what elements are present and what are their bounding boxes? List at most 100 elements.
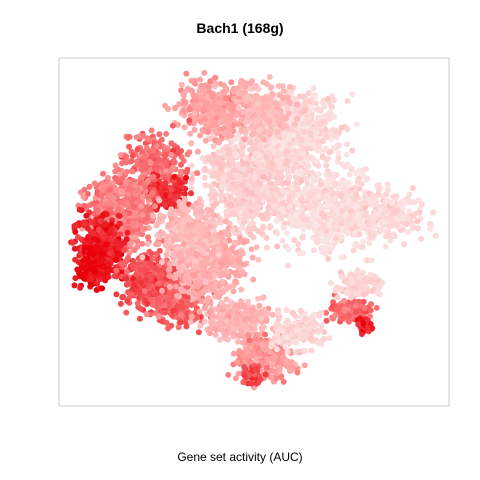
data-point: [409, 185, 416, 192]
data-point: [200, 108, 207, 115]
data-point: [326, 222, 333, 229]
data-point: [298, 177, 305, 184]
data-point: [319, 138, 326, 145]
data-point: [204, 129, 211, 135]
data-point: [264, 244, 270, 251]
data-point: [226, 284, 232, 290]
data-point: [156, 247, 163, 254]
data-point: [232, 172, 239, 179]
data-point: [353, 121, 360, 128]
data-point: [258, 161, 265, 168]
data-point: [95, 226, 102, 233]
data-point: [86, 183, 93, 190]
data-point: [210, 102, 217, 109]
plot-area-border: [58, 57, 450, 407]
data-point: [307, 98, 314, 105]
data-point: [317, 107, 324, 114]
data-point: [266, 74, 273, 80]
data-point: [151, 288, 158, 295]
data-point: [123, 275, 130, 282]
data-point: [294, 191, 301, 198]
data-point: [147, 261, 154, 267]
data-point: [213, 114, 220, 121]
data-point: [291, 237, 298, 244]
data-point: [226, 120, 233, 127]
data-point: [84, 225, 91, 232]
data-point: [81, 220, 88, 227]
data-point: [254, 188, 261, 195]
data-point: [338, 233, 345, 240]
data-point: [286, 99, 293, 105]
data-point: [105, 261, 112, 267]
data-point: [233, 98, 240, 105]
data-point: [186, 117, 193, 124]
data-point: [199, 155, 206, 162]
data-point: [256, 95, 263, 102]
data-point: [265, 175, 272, 182]
data-point: [94, 207, 101, 214]
data-point: [296, 250, 303, 257]
data-point: [77, 284, 84, 291]
data-point: [220, 161, 227, 168]
data-point: [260, 79, 267, 86]
data-point: [211, 165, 218, 172]
data-point: [345, 163, 352, 170]
data-point: [136, 315, 143, 322]
data-point: [200, 98, 207, 104]
data-point: [192, 80, 198, 87]
data-point: [323, 171, 330, 178]
data-point: [231, 88, 238, 95]
data-point: [178, 81, 185, 88]
data-point: [177, 168, 184, 175]
data-point: [322, 250, 329, 257]
data-point: [325, 236, 332, 243]
data-point: [300, 108, 307, 115]
data-point: [106, 229, 113, 236]
data-point: [153, 143, 160, 150]
data-point: [206, 168, 213, 175]
data-point: [375, 187, 382, 193]
data-points: [68, 69, 439, 391]
data-point: [194, 314, 200, 321]
data-point: [128, 291, 135, 298]
data-point: [304, 158, 311, 165]
data-point: [356, 231, 363, 238]
data-point: [292, 163, 299, 170]
data-point: [383, 233, 390, 240]
data-point: [355, 178, 361, 185]
data-point: [147, 206, 153, 213]
data-point: [206, 88, 213, 95]
data-point: [253, 118, 260, 125]
data-point: [418, 201, 425, 208]
data-point: [384, 186, 391, 193]
data-point: [313, 129, 320, 136]
data-point: [142, 267, 149, 274]
data-point: [277, 212, 284, 219]
data-point: [129, 198, 136, 204]
data-point: [274, 218, 280, 224]
data-point: [380, 213, 387, 220]
data-point: [186, 149, 193, 156]
data-point: [123, 168, 130, 175]
data-point: [279, 237, 286, 244]
data-point: [290, 216, 297, 222]
data-point: [237, 80, 244, 86]
data-point: [150, 147, 157, 154]
data-point: [144, 193, 151, 200]
data-point: [168, 151, 175, 158]
data-point: [94, 190, 101, 197]
data-point: [111, 231, 117, 238]
data-point: [285, 246, 292, 253]
data-point: [255, 256, 262, 263]
data-point: [239, 166, 246, 173]
data-point: [162, 102, 168, 109]
data-point: [390, 220, 397, 227]
data-point: [265, 150, 272, 157]
data-point: [108, 236, 115, 243]
data-point: [170, 159, 177, 165]
data-point: [76, 206, 83, 213]
data-point: [299, 150, 306, 157]
data-point: [151, 182, 158, 189]
data-point: [162, 160, 169, 166]
data-point: [230, 181, 237, 188]
